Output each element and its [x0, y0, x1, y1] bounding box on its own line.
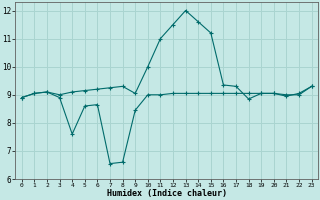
X-axis label: Humidex (Indice chaleur): Humidex (Indice chaleur): [107, 189, 227, 198]
